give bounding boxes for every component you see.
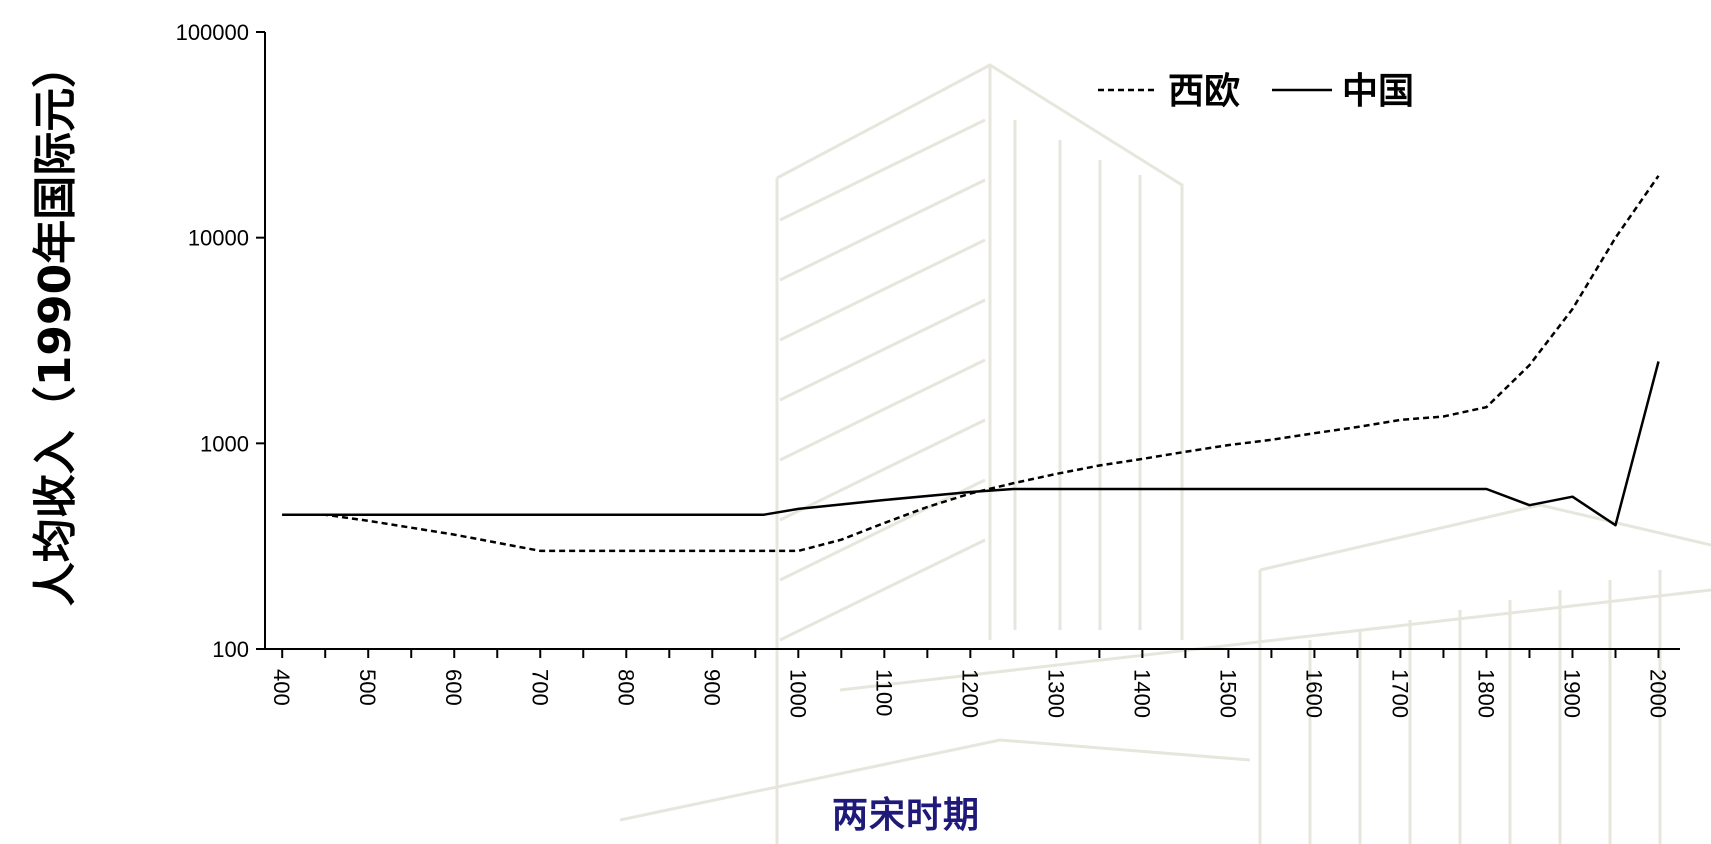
x-tick-label: 1600 — [1301, 669, 1326, 718]
x-tick-label: 600 — [441, 669, 466, 706]
x-axis-ticks: 400 500 600 700 800 900 1000 1100 1200 1300 1400 15… — [269, 649, 1670, 718]
x-tick-label: 500 — [355, 669, 380, 706]
x-tick-label: 1000 — [785, 669, 810, 718]
y-tick-label: 1000 — [200, 431, 249, 456]
x-tick-label: 400 — [269, 669, 294, 706]
x-tick-label: 700 — [527, 669, 552, 706]
x-tick-label: 900 — [699, 669, 724, 706]
x-tick-label: 1400 — [1129, 669, 1154, 718]
x-tick-label: 1500 — [1215, 669, 1240, 718]
legend-label-china: 中国 — [1342, 71, 1414, 112]
x-tick-label: 1100 — [871, 669, 896, 716]
series-lines — [282, 175, 1660, 553]
series-line-china — [282, 361, 1660, 527]
legend: 西欧 中国 — [1098, 71, 1414, 112]
x-tick-label: 800 — [613, 669, 638, 706]
x-tick-label: 1900 — [1559, 669, 1584, 718]
y-tick-label: 10000 — [188, 226, 249, 251]
x-tick-label: 1700 — [1387, 669, 1412, 718]
y-tick-label: 100 — [212, 637, 249, 662]
x-tick-label: 1800 — [1473, 669, 1498, 718]
x-tick-label: 1200 — [957, 669, 982, 718]
x-tick-label: 1300 — [1043, 669, 1068, 718]
y-axis-label: 人均收入（1990年国际元） — [30, 44, 81, 606]
y-axis-ticks: 100 1000 10000 100000 — [176, 20, 265, 662]
series-line-western-europe — [282, 175, 1660, 553]
building-watermark-icon — [619, 63, 1711, 844]
legend-label-western-europe: 西欧 — [1168, 71, 1240, 112]
song-dynasty-period-label: 两宋时期 — [832, 794, 981, 836]
x-tick-label: 2000 — [1645, 669, 1670, 718]
y-tick-label: 100000 — [176, 20, 249, 45]
